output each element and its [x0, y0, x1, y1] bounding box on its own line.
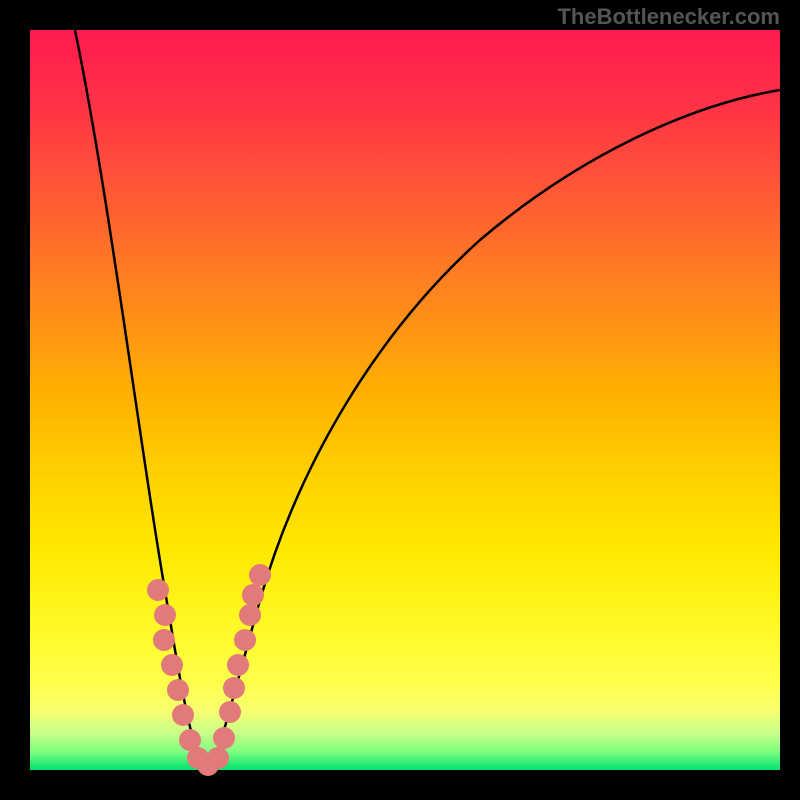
scatter-point — [153, 629, 175, 651]
chart-svg — [0, 0, 800, 800]
scatter-point — [161, 654, 183, 676]
scatter-point — [207, 747, 229, 769]
scatter-point — [154, 604, 176, 626]
scatter-point — [167, 679, 189, 701]
curve-left-branch — [75, 30, 205, 770]
chart-container: TheBottlenecker.com — [0, 0, 800, 800]
curve-right-branch — [210, 90, 780, 770]
scatter-point — [219, 701, 241, 723]
scatter-point — [242, 584, 264, 606]
scatter-point — [227, 654, 249, 676]
scatter-points — [147, 564, 271, 776]
scatter-point — [172, 704, 194, 726]
scatter-point — [223, 677, 245, 699]
scatter-point — [239, 604, 261, 626]
scatter-point — [249, 564, 271, 586]
scatter-point — [213, 727, 235, 749]
scatter-point — [147, 579, 169, 601]
scatter-point — [234, 629, 256, 651]
watermark-text: TheBottlenecker.com — [557, 4, 780, 30]
